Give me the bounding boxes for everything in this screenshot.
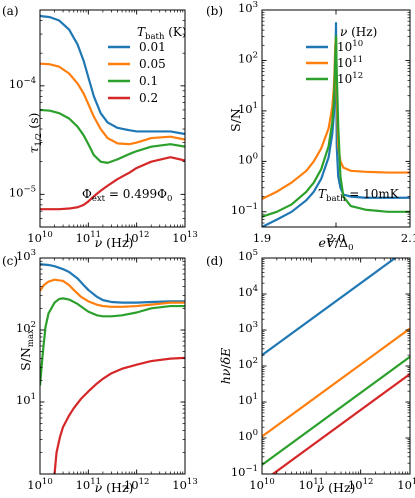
x-tick-label-b-0: 1.9 — [253, 231, 271, 245]
y-tick-label-d-5: 104 — [238, 284, 258, 299]
panel-label-d: (d) — [206, 254, 223, 268]
legend-label-a-3: 0.2 — [139, 91, 158, 105]
y-tick-label-b-1: 100 — [238, 151, 258, 166]
panel-b-ticks: 1.9 2.0 2.1 10−1 100 101 102 103 — [231, 0, 415, 245]
series-line-a-0 — [40, 14, 185, 136]
x-tick-label-c-1: 1011 — [76, 477, 101, 492]
panel-c-series — [40, 263, 185, 474]
legend-label-b-1: 1011 — [337, 55, 363, 70]
y-tick-label-c-2: 103 — [16, 248, 36, 263]
series-line-d-1 — [262, 327, 410, 438]
panel-d-frame — [261, 257, 411, 475]
xlabel-d: ν (Hz) — [317, 480, 356, 495]
series-line-a-3 — [40, 156, 185, 211]
legend-title-b: ν (Hz) — [340, 25, 377, 39]
panel-a: (a) 1010 1011 1012 1013 10−5 10−4 Tbath (K) 0… — [2, 4, 198, 250]
panel-a-frame — [39, 9, 186, 228]
panel-c-frame — [39, 257, 186, 475]
panel-b-legend: ν (Hz) 1010 1011 1012 — [306, 25, 377, 86]
series-line-c-2 — [40, 297, 185, 386]
series-line-b-2 — [262, 35, 410, 218]
y-tick-label-b-3: 102 — [238, 50, 258, 65]
x-tick-label-c-2: 1012 — [124, 477, 149, 492]
panel-c: (c) 1010 1011 1012 1013 101 102 103 S/Nmax ν (… — [2, 248, 198, 495]
panel-d: (d) 101010111012101310−11001011021031041… — [206, 248, 415, 495]
series-line-d-0 — [262, 258, 398, 357]
y-tick-label-b-2: 101 — [238, 101, 258, 116]
y-tick-label-d-4: 103 — [238, 320, 258, 335]
annotation-b: Tbath = 10mK — [318, 187, 400, 204]
panel-b: (b) 1.9 2.0 2.1 10−1 100 101 102 103 ν (Hz) 101… — [206, 0, 415, 253]
series-line-c-3 — [53, 356, 185, 474]
x-tick-label-a-2: 1012 — [124, 230, 149, 245]
x-tick-label-c-3: 1013 — [172, 477, 197, 492]
panel-a-ticks: 1010 1011 1012 1013 10−5 10−4 — [9, 10, 198, 245]
y-tick-label-d-6: 105 — [238, 248, 258, 263]
ylabel-b: S/N — [228, 108, 243, 132]
y-tick-label-d-3: 102 — [238, 356, 258, 371]
y-tick-label-c-0: 101 — [16, 392, 36, 407]
xlabel-c: ν (Hz) — [95, 480, 134, 495]
x-tick-label-a-3: 1013 — [172, 230, 197, 245]
annotation-a: Φext = 0.499Φ0 — [82, 187, 172, 204]
panel-label-a: (a) — [2, 4, 19, 18]
x-tick-label-c-0: 1010 — [27, 477, 52, 492]
y-tick-label-a-1: 10−4 — [9, 76, 36, 91]
x-tick-label-d-2: 1012 — [348, 477, 373, 492]
y-tick-label-c-1: 102 — [16, 320, 36, 335]
panel-d-ticks: 1010 1011 1012 1013 10−1 100 101 102 103 104 105 — [231, 248, 415, 492]
legend-label-a-2: 0.1 — [139, 74, 158, 88]
panel-b-series — [262, 22, 410, 227]
x-tick-label-b-2: 2.1 — [401, 231, 415, 245]
legend-label-b-0: 1010 — [337, 39, 363, 54]
legend-label-a-1: 0.05 — [139, 57, 166, 71]
x-tick-label-a-0: 1010 — [27, 230, 52, 245]
series-line-c-0 — [40, 263, 185, 304]
legend-label-b-2: 1012 — [337, 71, 363, 86]
panel-label-b: (b) — [206, 4, 223, 18]
ylabel-d: hν/δE — [218, 348, 233, 385]
y-tick-label-d-0: 10−1 — [231, 464, 258, 479]
x-tick-label-d-3: 1013 — [397, 477, 415, 492]
ylabel-c: S/Nmax — [18, 329, 36, 371]
series-line-a-1 — [40, 62, 185, 146]
series-line-d-3 — [271, 373, 410, 474]
y-tick-label-d-1: 100 — [238, 428, 258, 443]
series-line-c-1 — [40, 278, 185, 308]
ylabel-a: τ1/2 (s) — [26, 113, 44, 154]
panel-a-series — [40, 14, 185, 211]
x-tick-label-d-0: 1010 — [249, 477, 274, 492]
xlabel-b: eV/Δ0 — [318, 235, 353, 253]
x-tick-label-d-1: 1011 — [299, 477, 324, 492]
panel-b-frame — [261, 9, 411, 228]
legend-title-a: Tbath (K) — [137, 25, 187, 42]
legend-label-a-0: 0.01 — [139, 40, 166, 54]
y-tick-label-b-0: 10−1 — [231, 202, 258, 217]
x-tick-label-b-1: 2.0 — [327, 231, 345, 245]
xlabel-a: ν (Hz) — [95, 235, 134, 250]
panel-d-series — [262, 258, 410, 474]
y-tick-label-d-2: 101 — [238, 392, 258, 407]
y-tick-label-a-0: 10−5 — [9, 184, 36, 199]
y-tick-label-b-4: 103 — [238, 0, 258, 15]
series-line-d-2 — [262, 355, 410, 466]
series-line-a-2 — [40, 108, 185, 164]
x-tick-label-a-1: 1011 — [76, 230, 101, 245]
panel-a-legend: Tbath (K) 0.01 0.05 0.1 0.2 — [108, 25, 187, 105]
panel-label-c: (c) — [2, 254, 18, 268]
